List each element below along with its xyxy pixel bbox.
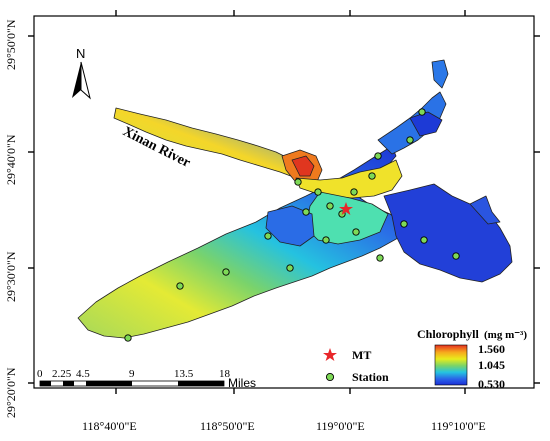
station-marker [352,228,360,236]
lat-label-2: 29°40'0"N [4,134,18,185]
station-marker [452,252,460,260]
north-arrow-icon: N [72,46,91,100]
station-marker [368,172,376,180]
station-marker [124,334,132,342]
legend-station-icon [325,372,335,382]
lon-label-4: 119°10'0"E [431,419,486,433]
lat-label-3: 29°30'0"N [4,251,18,302]
svg-text:13.5: 13.5 [174,368,194,380]
lon-label-1: 118°40'0"E [82,419,137,433]
legend-title: Chlorophyll [417,327,479,341]
station-marker [376,254,384,262]
station-marker [222,268,230,276]
svg-text:9: 9 [129,368,135,380]
legend-max: 1.560 [478,342,505,356]
station-marker [302,208,310,216]
legend-unit: (mg m⁻³) [484,329,527,341]
mt-marker-icon [339,202,353,215]
station-marker [264,232,272,240]
station-marker [418,108,426,116]
scale-bar: 0 2.25 4.5 9 13.5 18 Miles [37,368,256,390]
lon-label-3: 119°0'0"E [316,419,365,433]
station-marker [326,202,334,210]
legend-mt-label: MT [352,348,371,362]
legend-station-label: Station [352,370,389,384]
station-marker [176,282,184,290]
station-marker [406,136,414,144]
color-bar [434,344,468,386]
station-markers [124,108,460,342]
lon-label-2: 118°50'0"E [200,419,255,433]
station-marker [322,236,330,244]
svg-text:Miles: Miles [228,376,256,390]
station-marker [350,188,358,196]
station-marker [374,152,382,160]
station-marker [294,178,302,186]
svg-text:0: 0 [37,368,43,380]
legend-mt-icon [323,348,337,361]
station-marker [420,236,428,244]
lat-label-1: 29°50'0"N [4,19,18,70]
svg-text:N: N [76,46,85,61]
lat-label-4: 29°20'0"N [4,367,18,418]
legend-min: 0.530 [478,377,505,391]
station-marker [286,264,294,272]
svg-text:18: 18 [219,368,231,380]
station-marker [314,188,322,196]
station-marker [400,220,408,228]
frame-ticks [28,10,540,394]
legend-mid: 1.045 [478,358,505,372]
svg-text:2.25: 2.25 [52,368,72,380]
svg-text:4.5: 4.5 [76,368,90,380]
